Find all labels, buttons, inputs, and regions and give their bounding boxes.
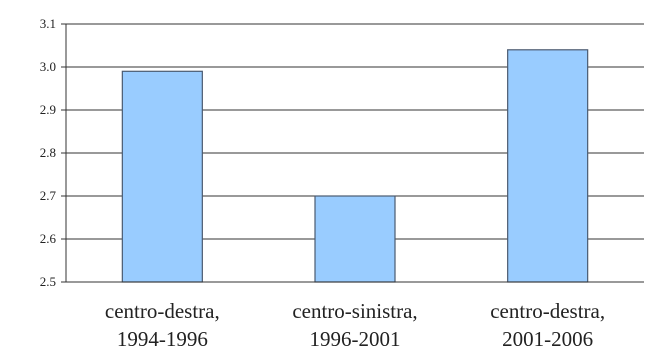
y-tick-label: 2.6 [40, 231, 57, 246]
x-category-label-line: centro-destra, [490, 299, 605, 323]
x-category-label-line: 2001-2006 [502, 327, 593, 351]
x-category-label: centro-destra, 1994-1996 [105, 299, 220, 351]
y-tick-label: 2.5 [40, 274, 56, 289]
x-category-label: centro-sinistra, 1996-2001 [292, 299, 417, 351]
y-tick-label: 3.1 [40, 16, 56, 31]
y-tick-label: 2.9 [40, 102, 56, 117]
x-category-label-line: 1994-1996 [117, 327, 208, 351]
bars [121, 49, 589, 283]
y-tick-label: 2.7 [40, 188, 57, 203]
x-category-label-line: centro-destra, [105, 299, 220, 323]
x-category-label: centro-destra, 2001-2006 [490, 299, 605, 351]
bar-1 [314, 195, 396, 283]
x-category-label-line: 1996-2001 [310, 327, 401, 351]
bar-0 [121, 70, 203, 283]
x-category-labels: centro-destra, 1994-1996 centro-sinistra, 1… [105, 299, 605, 351]
y-tick-label: 3.0 [40, 59, 56, 74]
y-tick-label: 2.8 [40, 145, 56, 160]
axes [61, 23, 644, 283]
x-category-label-line: centro-sinistra, [292, 299, 417, 323]
bar-2 [507, 49, 589, 283]
y-tick-labels: 2.5 2.6 2.7 2.8 2.9 3.0 3.1 [40, 16, 57, 289]
